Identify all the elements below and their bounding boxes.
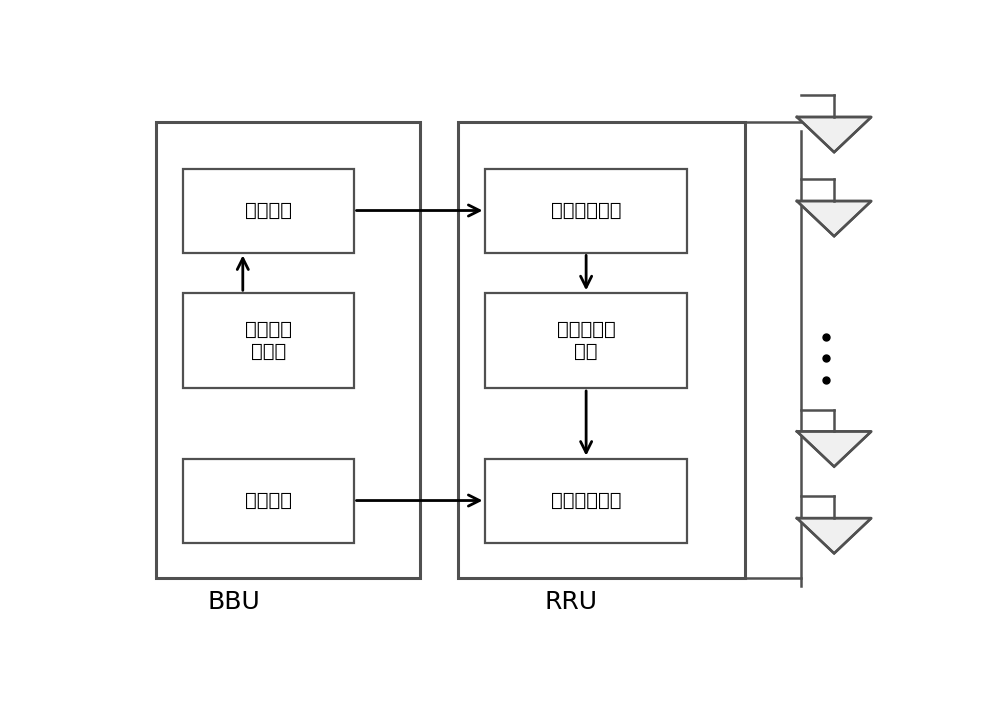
Bar	[485, 168, 687, 253]
Text: 重构信道矩阵: 重构信道矩阵	[551, 201, 621, 220]
Text: RRU: RRU	[544, 590, 597, 614]
Bar	[485, 458, 687, 543]
Polygon shape	[797, 117, 871, 152]
Text: 数据符号: 数据符号	[245, 491, 292, 510]
Polygon shape	[797, 518, 871, 553]
Bar	[183, 458, 354, 543]
Text: BBU: BBU	[207, 590, 260, 614]
Text: 信道矩阵
向量化: 信道矩阵 向量化	[245, 320, 292, 361]
Bar	[183, 168, 354, 253]
Bar	[183, 293, 354, 388]
Bar	[485, 293, 687, 388]
Text: 发送信号生成: 发送信号生成	[551, 491, 621, 510]
Text: 随机测量: 随机测量	[245, 201, 292, 220]
Polygon shape	[797, 432, 871, 467]
Bar	[156, 122, 420, 578]
Polygon shape	[797, 201, 871, 237]
Bar	[458, 122, 745, 578]
Text: 预编码矩阵
生成: 预编码矩阵 生成	[557, 320, 616, 361]
